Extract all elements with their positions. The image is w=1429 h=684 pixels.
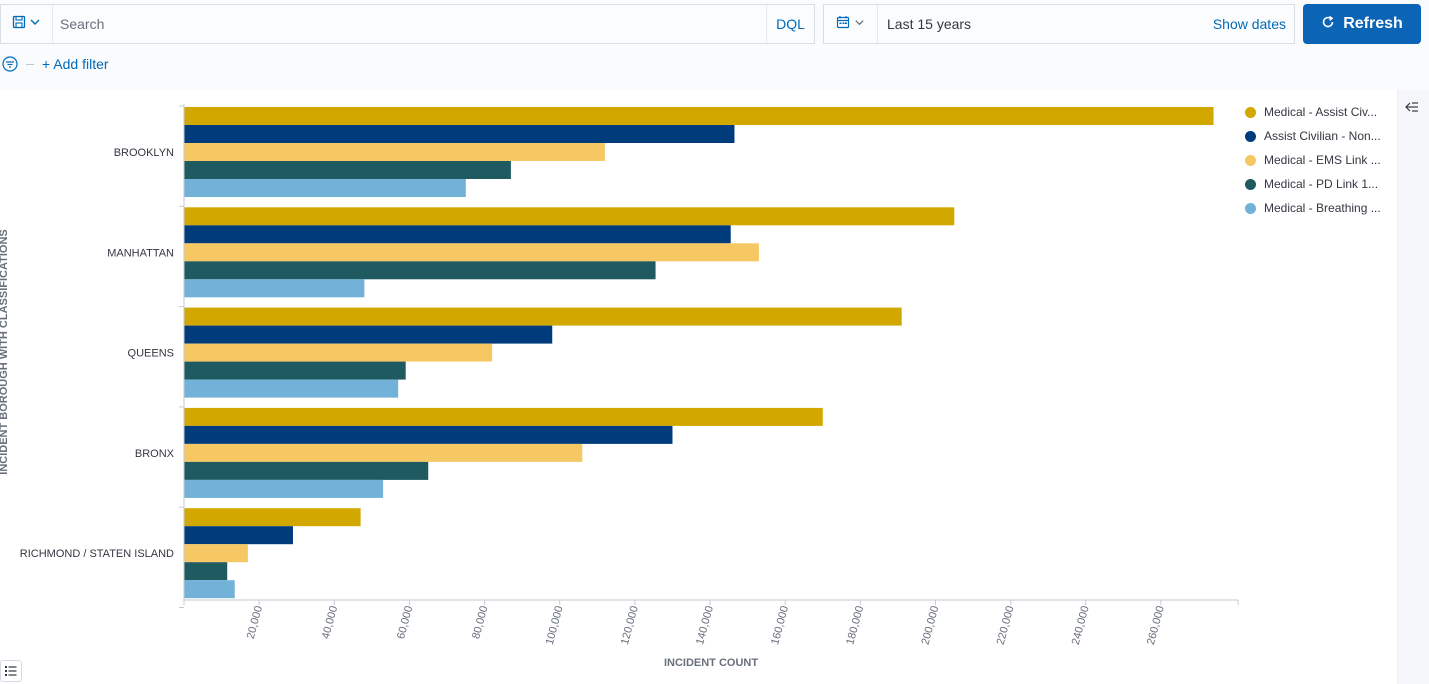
bar[interactable]	[184, 562, 228, 581]
x-tick-label: 160,000	[769, 605, 791, 647]
legend-item[interactable]: Assist Civilian - Non...	[1245, 124, 1395, 148]
chevron-down-icon	[29, 15, 41, 33]
x-tick-label: 20,000	[245, 605, 265, 641]
bar[interactable]	[184, 243, 759, 262]
x-tick-label: 80,000	[470, 605, 490, 641]
bar[interactable]	[184, 508, 361, 527]
query-bar: DQL	[0, 4, 815, 44]
chevron-down-icon	[854, 15, 865, 33]
bar[interactable]	[184, 279, 365, 298]
bar[interactable]	[184, 461, 429, 480]
search-input[interactable]	[53, 5, 766, 43]
bar[interactable]	[184, 307, 902, 326]
bar[interactable]	[184, 379, 399, 398]
bar[interactable]	[184, 407, 823, 426]
date-picker: Last 15 years Show dates	[823, 4, 1295, 44]
legend-label: Medical - Breathing ...	[1264, 201, 1381, 215]
y-tick-label: BRONX	[135, 448, 175, 460]
legend-item[interactable]: Medical - Breathing ...	[1245, 196, 1395, 220]
bar[interactable]	[184, 125, 735, 143]
y-tick-label: BROOKLYN	[114, 147, 174, 159]
bar[interactable]	[184, 143, 605, 161]
saved-query-button[interactable]	[1, 5, 53, 43]
legend-color-dot	[1245, 154, 1256, 166]
bar[interactable]	[184, 179, 466, 197]
bar[interactable]	[184, 343, 493, 362]
legend-color-dot	[1245, 202, 1256, 214]
x-tick-label: 240,000	[1070, 605, 1092, 647]
x-tick-label: 60,000	[395, 605, 415, 641]
legend-item[interactable]: Medical - PD Link 1...	[1245, 172, 1395, 196]
top-bar: DQL Last 15 years Show dates Refresh	[0, 0, 1429, 48]
bar[interactable]	[184, 161, 511, 179]
bar[interactable]	[184, 361, 406, 380]
legend-label: Medical - Assist Civ...	[1264, 105, 1378, 119]
legend-toggle-icon[interactable]	[1404, 100, 1420, 119]
x-tick-label: 120,000	[619, 605, 641, 647]
refresh-icon	[1321, 15, 1335, 34]
x-tick-label: 180,000	[844, 605, 866, 647]
legend-strip	[1397, 89, 1429, 684]
list-icon[interactable]	[0, 660, 22, 682]
bar[interactable]	[184, 443, 583, 462]
y-axis-title: INCIDENT BOROUGH WITH CLASSIFICATIONS	[0, 229, 10, 474]
legend-color-dot	[1245, 178, 1256, 190]
add-filter-button[interactable]: + Add filter	[42, 56, 109, 72]
x-tick-label: 220,000	[995, 605, 1017, 647]
x-tick-label: 100,000	[544, 605, 566, 647]
refresh-button[interactable]: Refresh	[1303, 4, 1421, 44]
legend-label: Assist Civilian - Non...	[1264, 129, 1381, 143]
bar[interactable]	[184, 225, 731, 244]
bar[interactable]	[184, 526, 293, 545]
chart-legend: Medical - Assist Civ... Assist Civilian -…	[1245, 100, 1395, 220]
calendar-icon	[836, 15, 850, 34]
y-tick-label: QUEENS	[128, 348, 174, 360]
x-tick-label: 40,000	[320, 605, 340, 641]
query-language-button[interactable]: DQL	[766, 5, 814, 43]
legend-item[interactable]: Medical - EMS Link ...	[1245, 148, 1395, 172]
bar[interactable]	[184, 425, 673, 444]
date-range-label[interactable]: Last 15 years	[887, 16, 972, 32]
bar[interactable]	[184, 544, 248, 563]
bar[interactable]	[184, 261, 656, 280]
legend-color-dot	[1245, 106, 1256, 118]
y-tick-label: RICHMOND / STATEN ISLAND	[20, 548, 174, 560]
bar[interactable]	[184, 107, 1214, 125]
filter-bar: + Add filter	[0, 52, 109, 76]
x-tick-label: 200,000	[920, 605, 942, 647]
x-axis-title: INCIDENT COUNT	[664, 657, 758, 669]
bar[interactable]	[184, 580, 235, 599]
x-tick-label: 140,000	[694, 605, 716, 647]
legend-label: Medical - PD Link 1...	[1264, 177, 1379, 191]
divider	[26, 63, 34, 65]
legend-label: Medical - EMS Link ...	[1264, 153, 1381, 167]
quick-menu-button[interactable]	[824, 5, 878, 43]
filter-icon[interactable]	[2, 56, 18, 72]
refresh-label: Refresh	[1343, 15, 1403, 32]
bar[interactable]	[184, 479, 384, 498]
save-icon	[12, 15, 26, 34]
x-tick-label: 260,000	[1145, 605, 1167, 647]
bar[interactable]	[184, 207, 955, 226]
legend-color-dot	[1245, 130, 1256, 142]
legend-item[interactable]: Medical - Assist Civ...	[1245, 100, 1395, 124]
y-tick-label: MANHATTAN	[107, 247, 174, 259]
bar[interactable]	[184, 325, 553, 344]
show-dates-button[interactable]: Show dates	[1212, 16, 1286, 32]
